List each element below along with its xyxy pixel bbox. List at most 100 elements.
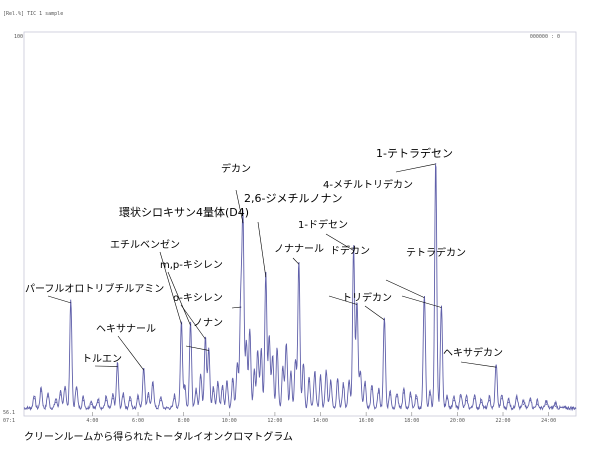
peak-point [33,398,35,400]
peak-point [396,396,398,398]
peak-leader-line [231,306,241,309]
peak-point [294,362,296,364]
peak-point [446,398,448,400]
peak-point [536,403,538,405]
peak-label: 1-テトラデセン [376,146,453,160]
peak-point [290,373,292,375]
peak-point [137,398,139,400]
peak-point [473,398,476,400]
peak-point [415,398,417,400]
peak-point [522,403,525,405]
peak-point [245,343,247,345]
peak-label: 1-ドデセン [298,218,348,231]
peak-point [59,394,62,396]
peak-point [501,398,503,400]
peak-point [184,388,186,390]
chart-caption: クリーンルームから得られたトータルイオンクロマトグラム [24,432,293,443]
x-tick-label: 12:00 [267,418,282,424]
peak-point [105,400,107,402]
peak-leader-line [257,221,267,278]
peak-point [403,392,405,394]
peak-point [232,381,234,383]
peak-label: ドデカン [330,244,370,257]
peak-point [488,400,490,402]
peak-point [337,381,339,383]
peak-leader-line [328,295,358,305]
peak-point [465,400,468,402]
peak-point [97,401,99,404]
peak-leader-line [235,189,244,224]
peak-label: トルエン [82,354,122,365]
x-tick-label: 16:00 [359,418,374,424]
peak-point [122,396,124,398]
peak-point [268,339,270,341]
peak-point [319,379,322,381]
peak-label: テトラデカン [406,246,466,259]
peak-leader-line [159,251,182,325]
peak-label: ノナン [193,317,223,329]
tic-trace [23,164,577,412]
peak-point [516,398,518,400]
peak-point [276,350,278,352]
peak-leader-line [364,305,385,321]
peak-label: 2,6-ジメチルノナン [244,192,342,205]
peak-point [371,388,373,390]
peak-point [529,400,532,402]
peak-point [226,382,228,385]
peak-leader-line [460,361,497,368]
peak-leader-line [292,257,300,265]
peak-point [221,388,223,390]
peak-point [389,394,391,396]
peak-leader-line [167,271,191,326]
peak-point [173,398,176,400]
peak-point [480,401,482,404]
peak-point [160,400,162,402]
peak-markers [33,163,557,407]
x-tick-label: 4:00 [86,418,98,424]
x-start-label: 07:1 [3,418,15,424]
peak-point [342,386,344,388]
x-tick-label: 8:00 [178,418,190,424]
peak-point [212,390,214,392]
peak-point [453,400,455,402]
peak-label: o-キシレン [173,293,223,304]
peak-point [285,346,287,348]
peak-point [378,392,380,394]
peak-point [75,388,78,390]
peak-point [302,365,304,367]
peak-leader-line [185,345,209,351]
x-tick-label: 22:00 [495,418,510,424]
peak-label: エチルベンゼン [110,239,180,251]
peak-point [249,331,251,333]
peak-point [40,390,42,392]
peak-label: 4-メチルトリデカン [323,178,413,191]
peak-point [410,396,412,398]
peak-leader-line [47,295,71,304]
peak-leader-line [385,279,425,298]
peak-point [554,405,557,407]
peak-point [90,403,92,405]
peak-leader-line [401,295,442,308]
x-tick-label: 14:00 [313,418,328,424]
peak-point [55,401,57,404]
x-axis-ticks: 4:00 6:00 8:00 10:00 12:00 14:00 16:00 18:00 20:… [86,412,556,424]
peak-point [64,388,66,390]
peak-point [195,392,197,394]
peak-point [112,398,114,400]
x-tick-label: 10:00 [222,418,237,424]
peak-point [129,400,131,402]
peak-point [272,358,274,360]
peak-point [147,396,149,398]
peak-point [545,403,547,405]
peak-label: ノナナール [274,243,324,255]
y-max-label: 100 [14,34,23,40]
peak-point [508,401,510,404]
peak-label: 環状シロキサン4量体(D4) [119,205,249,219]
peak-point [325,373,327,375]
peak-label: トリデカン [342,291,392,304]
peak-point [314,375,316,377]
x-tick-label: 6:00 [132,418,144,424]
peak-label: デカン [221,162,251,175]
